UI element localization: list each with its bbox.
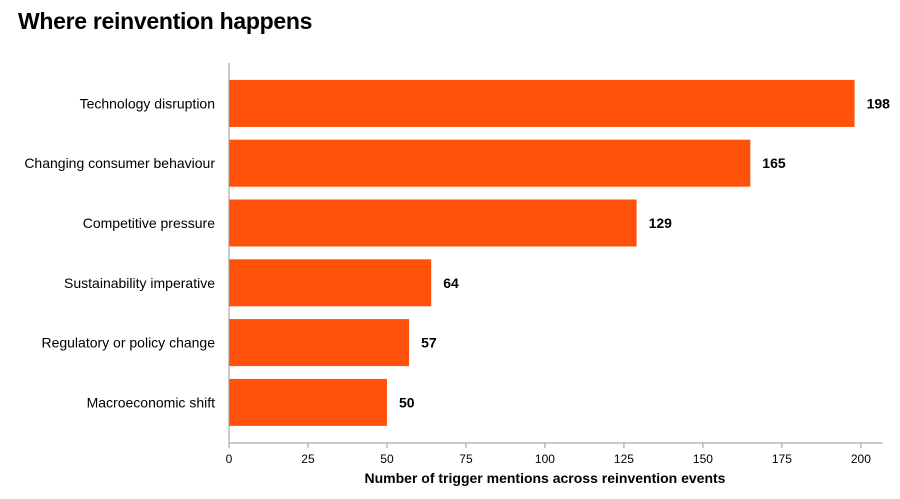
x-tick-label: 25: [301, 452, 315, 466]
x-tick-label: 100: [535, 452, 555, 466]
category-labels: Technology disruption Changing consumer b…: [24, 95, 215, 410]
bar: [229, 139, 751, 187]
category-label: Technology disruption: [80, 95, 215, 111]
value-label: 64: [443, 275, 459, 291]
category-label: Sustainability imperative: [64, 275, 215, 291]
x-tick-label: 75: [459, 452, 473, 466]
x-tick-label: 200: [851, 452, 871, 466]
bar: [229, 79, 855, 127]
value-labels: 198 165 129 64 57 50: [399, 95, 890, 410]
x-tick-label: 150: [693, 452, 713, 466]
x-axis-ticks: 0 25 50 75 100 125 150 175 200: [226, 443, 871, 466]
value-label: 57: [421, 335, 437, 351]
bar: [229, 319, 410, 367]
bars-group: [229, 79, 855, 426]
bar: [229, 378, 387, 426]
value-label: 129: [649, 215, 673, 231]
chart-title: Where reinvention happens: [18, 8, 313, 34]
x-tick-label: 125: [614, 452, 634, 466]
value-label: 165: [762, 155, 786, 171]
x-tick-label: 175: [772, 452, 792, 466]
category-label: Changing consumer behaviour: [24, 155, 215, 171]
category-label: Macroeconomic shift: [87, 394, 215, 410]
bar: [229, 199, 637, 247]
x-tick-label: 50: [380, 452, 394, 466]
x-tick-label: 0: [226, 452, 233, 466]
value-label: 198: [867, 95, 891, 111]
category-label: Regulatory or policy change: [41, 335, 215, 351]
bar: [229, 259, 432, 307]
category-label: Competitive pressure: [83, 215, 215, 231]
value-label: 50: [399, 394, 415, 410]
x-axis-title: Number of trigger mentions across reinve…: [365, 470, 726, 486]
